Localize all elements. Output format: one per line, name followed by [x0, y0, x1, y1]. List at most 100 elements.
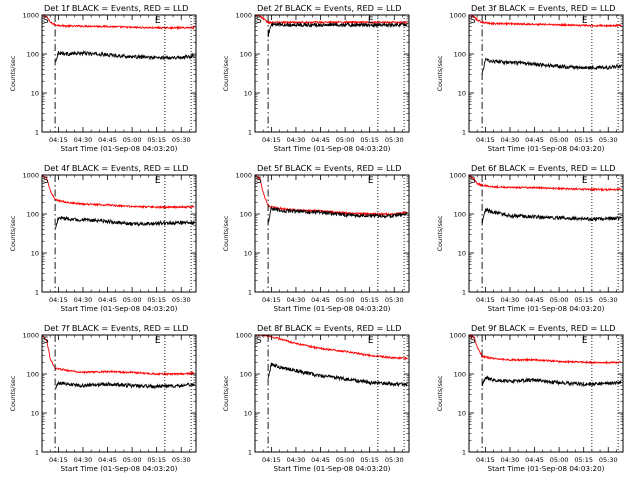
series-lld-line [469, 175, 622, 192]
x-tick-label: 04:15 [476, 456, 495, 464]
start-marker-label: S [256, 176, 262, 186]
end-marker-label: E [155, 176, 161, 186]
x-tick-label: 05:15 [147, 296, 166, 304]
plot-area [469, 335, 622, 388]
series-events-line [54, 215, 195, 229]
y-tick-label: 1 [462, 289, 466, 297]
y-axis-label: Counts/sec [9, 215, 17, 251]
x-tick-label: 04:30 [501, 296, 520, 304]
x-tick-label: 04:15 [49, 296, 68, 304]
x-tick-label: 04:30 [74, 296, 93, 304]
start-marker-label: S [43, 176, 49, 186]
x-axis-label: Start Time (01-Sep-08 04:03:20) [274, 464, 391, 473]
x-tick-label: 05:00 [123, 136, 142, 144]
end-marker-label: E [155, 336, 161, 346]
y-axis-label: Counts/sec [222, 55, 230, 91]
chart-title: Det 6f BLACK = Events, RED = LLD [471, 163, 615, 173]
series-events-line [267, 21, 408, 38]
y-tick-label: 1000 [235, 172, 252, 180]
x-tick-label: 05:00 [336, 136, 355, 144]
y-axis-label: Counts/sec [436, 55, 444, 91]
chart-title: Det 4f BLACK = Events, RED = LLD [44, 163, 188, 173]
x-axis-label: Start Time (01-Sep-08 04:03:20) [61, 304, 178, 313]
series-lld-line [469, 335, 622, 366]
x-tick-label: 05:15 [574, 456, 593, 464]
y-tick-label: 1000 [449, 332, 466, 340]
x-tick-label: 04:45 [311, 136, 330, 144]
x-tick-label: 04:15 [262, 456, 281, 464]
plot-area [255, 175, 408, 224]
end-marker-label: E [155, 16, 161, 26]
series-lld-line [255, 15, 408, 25]
x-tick-label: 04:45 [98, 136, 117, 144]
chart-title: Det 7f BLACK = Events, RED = LLD [44, 323, 188, 333]
y-tick-label: 1 [35, 289, 39, 297]
x-tick-label: 04:15 [476, 296, 495, 304]
x-tick-label: 04:45 [98, 296, 117, 304]
chart-panel-8: Det 8f BLACK = Events, RED = LLD Counts/s… [222, 323, 410, 473]
x-tick-label: 05:30 [172, 136, 191, 144]
x-tick-label: 04:45 [525, 136, 544, 144]
y-axis-label: Counts/sec [222, 375, 230, 411]
y-tick-label: 1000 [22, 172, 39, 180]
x-tick-label: 05:00 [550, 296, 569, 304]
y-tick-label: 1 [35, 129, 39, 137]
x-axis-label: Start Time (01-Sep-08 04:03:20) [61, 144, 178, 153]
chart-panel-6: Det 6f BLACK = Events, RED = LLD Counts/s… [436, 163, 624, 313]
x-tick-label: 04:45 [525, 456, 544, 464]
y-tick-label: 10 [458, 250, 466, 258]
x-tick-label: 04:45 [311, 296, 330, 304]
y-tick-label: 100 [27, 51, 39, 59]
x-tick-label: 04:45 [98, 456, 117, 464]
x-tick-label: 05:30 [172, 296, 191, 304]
x-tick-label: 05:30 [385, 296, 404, 304]
x-tick-label: 05:15 [147, 456, 166, 464]
plot-frame [254, 334, 410, 453]
x-axis-label: Start Time (01-Sep-08 04:03:20) [488, 304, 605, 313]
plot-frame [254, 14, 410, 133]
series-lld-line [255, 335, 408, 361]
x-tick-label: 05:30 [385, 136, 404, 144]
x-tick-label: 04:15 [49, 136, 68, 144]
x-tick-label: 05:30 [385, 456, 404, 464]
x-tick-label: 05:15 [574, 136, 593, 144]
plot-area [42, 15, 195, 63]
x-tick-label: 04:30 [287, 296, 306, 304]
chart-title: Det 3f BLACK = Events, RED = LLD [471, 3, 615, 13]
y-axis-label: Counts/sec [9, 55, 17, 91]
x-tick-label: 05:30 [172, 456, 191, 464]
series-lld-line [255, 175, 408, 217]
y-tick-label: 100 [240, 51, 252, 59]
start-marker-label: S [256, 16, 262, 26]
start-marker-label: S [43, 16, 49, 26]
series-events-line [481, 57, 622, 75]
plot-frame [468, 14, 624, 133]
chart-panel-1: Det 1f BLACK = Events, RED = LLD Counts/s… [9, 3, 197, 153]
chart-panel-9: Det 9f BLACK = Events, RED = LLD Counts/s… [436, 323, 624, 473]
x-axis-label: Start Time (01-Sep-08 04:03:20) [488, 144, 605, 153]
x-tick-label: 05:00 [336, 456, 355, 464]
y-tick-label: 1000 [449, 12, 466, 20]
plot-frame [41, 14, 197, 133]
start-marker-label: S [256, 336, 262, 346]
plot-frame [41, 174, 197, 293]
plot-frame [468, 174, 624, 293]
y-tick-label: 1000 [22, 12, 39, 20]
x-tick-label: 05:30 [599, 136, 618, 144]
y-tick-label: 100 [27, 211, 39, 219]
series-events-line [267, 362, 408, 388]
y-tick-label: 1000 [235, 12, 252, 20]
x-axis-label: Start Time (01-Sep-08 04:03:20) [274, 144, 391, 153]
y-tick-label: 1000 [22, 332, 39, 340]
x-tick-label: 05:00 [336, 296, 355, 304]
start-marker-label: S [470, 176, 476, 186]
series-events-line [54, 380, 195, 390]
x-tick-label: 04:15 [49, 456, 68, 464]
y-tick-label: 10 [244, 250, 252, 258]
x-tick-label: 04:30 [287, 456, 306, 464]
series-events-line [267, 206, 408, 224]
plot-area [42, 175, 195, 229]
end-marker-label: E [582, 176, 588, 186]
y-tick-label: 100 [454, 371, 466, 379]
